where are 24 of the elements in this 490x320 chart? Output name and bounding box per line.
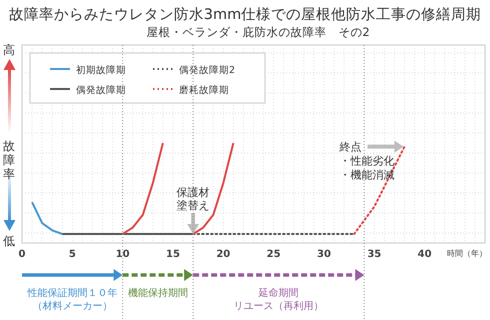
- x-tick-label: 0: [18, 249, 26, 260]
- text: 延命期間リユース（再利用）: [234, 287, 324, 312]
- x-tick-label: 5: [68, 249, 76, 260]
- x-tick-label: 30: [316, 249, 331, 260]
- y-axis-title: 故障率: [3, 139, 15, 181]
- x-tick-label: 20: [216, 249, 230, 260]
- text: 性能保証期間１０年（材料メーカー）: [26, 287, 118, 312]
- legend-label: 偶発故障期: [76, 84, 126, 96]
- x-axis-title: 時間（年）: [447, 249, 487, 258]
- legend-label: 偶発故障期2: [179, 64, 236, 76]
- annotation: 保護材塗替え: [176, 186, 210, 212]
- text: 高: [3, 43, 15, 57]
- legend-label: 磨耗故障期: [179, 84, 229, 96]
- x-tick-label: 10: [116, 249, 130, 260]
- x-tick-label: 40: [418, 249, 432, 260]
- chart-title: 故障率からみたウレタン防水3mm仕様での屋根他防水工事の修繕周期: [8, 6, 482, 23]
- x-tick-label: 35: [367, 249, 382, 260]
- x-tick-label: 15: [166, 249, 180, 260]
- legend-label: 初期故障期: [76, 64, 126, 76]
- x-tick-label: 25: [266, 249, 281, 260]
- text: 低: [3, 234, 15, 248]
- text: 機能保持期間: [128, 287, 188, 299]
- annotation: 終点・性能劣化・機能消滅: [338, 140, 394, 182]
- chart-subtitle: 屋根・ベランダ・庇防水の故障率 その2: [146, 25, 370, 39]
